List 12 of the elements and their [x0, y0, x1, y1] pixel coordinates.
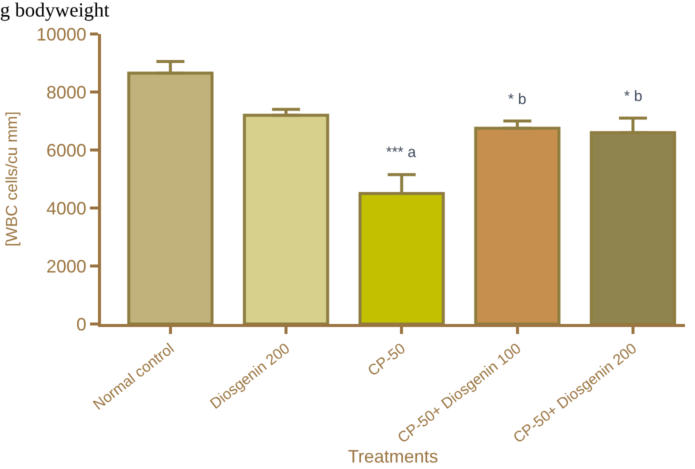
x-axis-title: Treatments: [348, 446, 438, 467]
y-tick-label: 10000: [36, 24, 86, 44]
y-axis-title: [WBC cells/cu mm]: [4, 111, 22, 247]
chart-title: g bodyweight: [0, 0, 110, 22]
y-tick-label: 4000: [46, 198, 86, 218]
y-tick-label: 6000: [46, 140, 86, 160]
y-tick-label: 8000: [46, 82, 86, 102]
data-label: * b: [508, 91, 526, 108]
y-tick-label: 0: [76, 314, 86, 334]
data-label: *** a: [386, 144, 417, 161]
y-tick-label: 2000: [46, 256, 86, 276]
data-label: * b: [624, 88, 642, 105]
